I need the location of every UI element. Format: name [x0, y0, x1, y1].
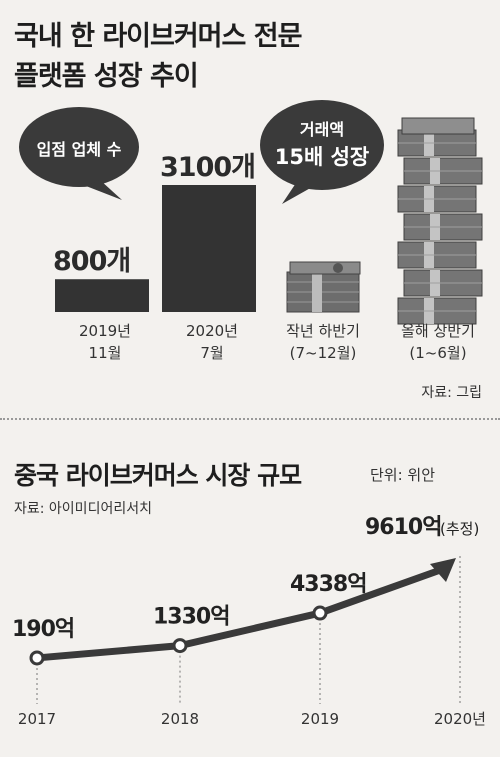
- top-graphics: [19, 100, 483, 325]
- money-stack-small-icon: [286, 261, 361, 313]
- value-label-2020년: 9610억: [365, 515, 441, 540]
- top-title-line2: 플랫폼 성장 추이: [14, 61, 199, 92]
- bar-value-label-2019: 800개: [53, 246, 131, 278]
- unit-label: 단위: 위안: [370, 466, 436, 484]
- bubble-right-line1: 거래액: [299, 120, 345, 139]
- bubble-left-text: 입점 업체 수: [36, 140, 122, 159]
- x-tick-2018: 2018: [161, 710, 199, 728]
- data-point-2018: [172, 638, 188, 654]
- bar-category-2020-line1: 2020년: [186, 322, 238, 340]
- top-source: 자료: 그립: [421, 385, 482, 401]
- bar-2020-07: [162, 185, 256, 312]
- bar-category-2019-line2: 11월: [88, 344, 122, 362]
- money-category-last-half-line1: 작년 하반기: [286, 322, 360, 340]
- bottom-panel: 중국 라이브커머스 시장 규모 단위: 위안 자료: 아이미디어리서치 190억…: [0, 428, 500, 757]
- x-tick-2020년: 2020년: [434, 710, 486, 728]
- value-label-2019: 4338억: [290, 572, 366, 597]
- speech-bubble-left: [19, 107, 139, 200]
- money-category-last-half-line2: (7~12월): [289, 344, 357, 362]
- value-label-2018: 1330억: [153, 605, 229, 630]
- bottom-source: 자료: 아이미디어리서치: [14, 501, 152, 517]
- x-tick-2019: 2019: [301, 710, 339, 728]
- money-category-this-half-line1: 올해 상반기: [401, 322, 475, 340]
- top-panel: 국내 한 라이브커머스 전문 플랫폼 성장 추이 입점 업체 수 거래액: [14, 21, 483, 401]
- bar-category-2020-line2: 7월: [200, 344, 224, 362]
- section-divider: [0, 418, 500, 420]
- bar-category-2019-line1: 2019년: [79, 322, 131, 340]
- bar-value-label-2020: 3100개: [160, 152, 256, 183]
- value-label-2017: 190억: [12, 617, 74, 642]
- arrowhead-icon: [430, 558, 456, 582]
- bubble-right-line2: 15배 성장: [274, 145, 370, 169]
- bottom-title: 중국 라이브커머스 시장 규모: [14, 461, 302, 490]
- data-point-2017: [29, 650, 45, 666]
- estimate-annotation: (추정): [440, 520, 479, 538]
- money-category-this-half-line2: (1~6월): [409, 344, 467, 362]
- data-point-2019: [312, 605, 328, 621]
- series-line: [36, 564, 448, 662]
- bar-2019-11: [55, 279, 149, 312]
- x-tick-2017: 2017: [18, 710, 56, 728]
- speech-bubble-right: [260, 100, 384, 204]
- line-chart: 190억 1330억 4338억 9610억(추정) 2017 2018 2019 2020년: [12, 515, 486, 728]
- money-stack-large-icon: [397, 117, 483, 325]
- top-title-line1: 국내 한 라이브커머스 전문: [14, 21, 302, 52]
